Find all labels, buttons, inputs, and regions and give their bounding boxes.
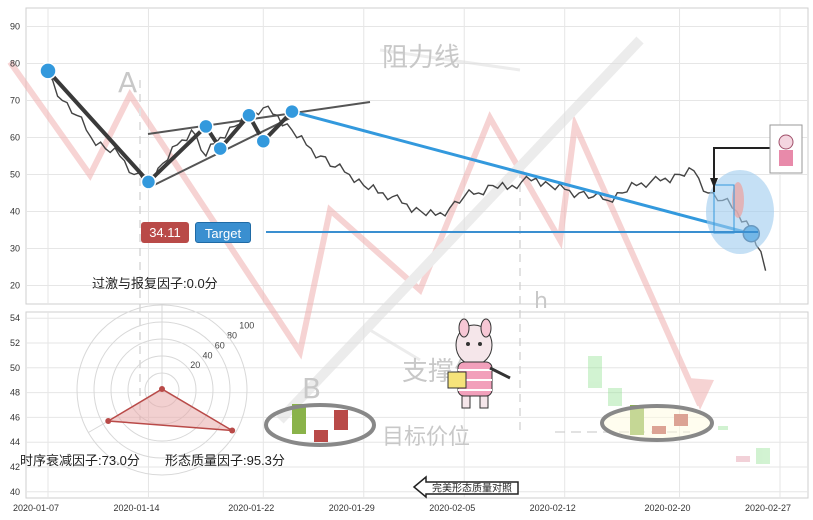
top-y-tick-label: 90 bbox=[10, 22, 20, 32]
radar-factor-label: 过激与报复因子:0.0分 bbox=[92, 276, 218, 291]
x-tick-label: 2020-02-27 bbox=[745, 503, 791, 513]
bottom-y-tick-label: 42 bbox=[10, 462, 20, 472]
radar-tick-label: 40 bbox=[202, 350, 212, 360]
pattern-point bbox=[241, 107, 257, 124]
top-y-tick-label: 60 bbox=[10, 133, 20, 143]
pattern-quality-ellipse-right bbox=[600, 404, 714, 442]
radar-vertex bbox=[105, 418, 112, 425]
mascot-icon bbox=[447, 318, 511, 409]
x-tick-label: 2020-01-14 bbox=[113, 503, 159, 513]
pattern-point bbox=[212, 140, 228, 157]
bottom-y-axis: 40 42 44 46 48 50 52 54 bbox=[10, 313, 20, 497]
perfect-pattern-compare-label: 完美形态质量对照 bbox=[432, 482, 512, 495]
radar-vertex bbox=[229, 427, 236, 434]
pattern-point bbox=[140, 174, 157, 190]
radar-tick-label: 60 bbox=[215, 340, 225, 350]
small-mascot-icon bbox=[769, 124, 803, 174]
bottom-y-tick-label: 40 bbox=[10, 487, 20, 497]
top-y-axis: 20 30 40 50 60 70 80 90 bbox=[10, 22, 20, 291]
pattern-point bbox=[198, 118, 214, 135]
price-series-line bbox=[47, 70, 767, 271]
target-price-annotation: 目标价位 bbox=[382, 425, 470, 450]
top-y-tick-label: 50 bbox=[10, 170, 20, 180]
pattern-quality-ellipse-left bbox=[264, 403, 376, 447]
top-y-tick-label: 20 bbox=[10, 281, 20, 291]
pattern-point bbox=[284, 103, 300, 120]
pattern-point bbox=[39, 62, 57, 80]
x-tick-label: 2020-01-22 bbox=[228, 503, 274, 513]
bottom-y-tick-label: 46 bbox=[10, 412, 20, 422]
top-y-tick-label: 30 bbox=[10, 244, 20, 254]
bottom-y-tick-label: 54 bbox=[10, 313, 20, 323]
perfect-pattern-compare-button[interactable]: 完美形态质量对照 bbox=[412, 475, 519, 499]
resistance-line-annotation: 阻力线 bbox=[382, 43, 460, 73]
radar-tick-label: 20 bbox=[190, 360, 200, 370]
radar-tick-label: 80 bbox=[227, 331, 237, 341]
price-label-badge: 34.11 bbox=[141, 222, 189, 243]
target-zone-candle bbox=[732, 182, 744, 218]
signal-arrow-head bbox=[710, 178, 718, 188]
target-label-badge: Target bbox=[195, 222, 251, 243]
breakdown-line bbox=[291, 110, 752, 236]
x-tick-label: 2020-02-20 bbox=[645, 503, 691, 513]
x-tick-label: 2020-02-12 bbox=[530, 503, 576, 513]
top-y-tick-label: 40 bbox=[10, 207, 20, 217]
point-b-annotation: B bbox=[302, 372, 321, 405]
radar-tick-label: 100 bbox=[239, 321, 254, 331]
upper-trend-line bbox=[147, 101, 371, 135]
x-tick-label: 2020-02-05 bbox=[429, 503, 475, 513]
point-a-annotation: A bbox=[118, 66, 137, 99]
pattern-point bbox=[255, 133, 272, 149]
radar-vertex bbox=[159, 386, 165, 392]
bottom-y-tick-label: 52 bbox=[10, 338, 20, 348]
background-decoration bbox=[7, 36, 714, 433]
bottom-y-tick-label: 50 bbox=[10, 363, 20, 373]
radar-factor-label: 时序衰减因子:73.0分 bbox=[20, 453, 140, 468]
radar-factor-label: 形态质量因子:95.3分 bbox=[165, 453, 285, 468]
height-h-annotation: h bbox=[534, 289, 548, 314]
top-y-tick-label: 70 bbox=[10, 96, 20, 106]
top-y-tick-label: 80 bbox=[10, 59, 20, 69]
signal-arrow bbox=[713, 147, 770, 192]
top-panel-frame bbox=[25, 7, 809, 305]
bottom-y-tick-label: 44 bbox=[10, 437, 20, 447]
x-tick-label: 2020-01-29 bbox=[329, 503, 375, 513]
radar-area bbox=[105, 388, 233, 432]
x-axis: 2020-01-07 2020-01-14 2020-01-22 2020-01-29… bbox=[13, 503, 791, 513]
bottom-y-tick-label: 48 bbox=[10, 388, 20, 398]
x-tick-label: 2020-01-07 bbox=[13, 503, 59, 513]
